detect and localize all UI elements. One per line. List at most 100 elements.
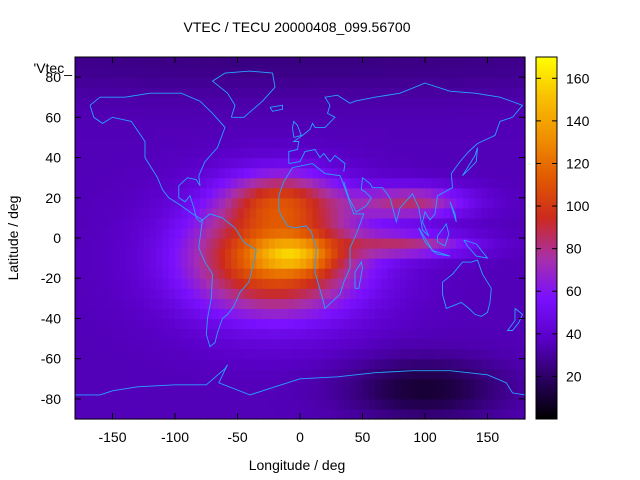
heatmap-cell [331,338,339,350]
heatmap-cell [106,408,114,420]
heatmap-cell [262,207,270,219]
heatmap-cell [437,147,445,159]
heatmap-cell [275,147,282,159]
heatmap-cell [193,278,201,289]
heatmap-cell [368,147,376,159]
heatmap-cell [243,77,251,88]
heatmap-cell [418,318,426,330]
heatmap-cell [456,318,464,330]
heatmap-cell [418,147,426,159]
heatmap-cell [431,328,439,340]
heatmap-cell [362,107,370,118]
heatmap-cell [93,308,101,320]
heatmap-cell [300,67,307,78]
heatmap-cell [512,348,520,360]
heatmap-cell [300,97,307,108]
heatmap-cell [143,318,151,330]
heatmap-cell [100,227,107,239]
heatmap-cell [350,318,357,330]
heatmap-cell [306,147,314,159]
heatmap-cell [412,217,420,229]
heatmap-cell [256,258,264,269]
heatmap-cell [181,137,189,149]
heatmap-cell [318,117,326,128]
heatmap-cell [150,388,157,400]
heatmap-cell [500,278,507,289]
heatmap-cell [493,117,501,128]
heatmap-cell [318,67,326,78]
heatmap-cell [150,57,157,68]
heatmap-cell [137,408,145,420]
heatmap-cell [143,298,151,309]
heatmap-cell [450,318,457,330]
heatmap-cell [281,207,289,219]
heatmap-cell [150,328,157,340]
heatmap-cell [506,238,514,249]
heatmap-cell [250,318,257,330]
heatmap-cell [150,217,157,229]
heatmap-cell [281,388,289,400]
heatmap-cell [300,167,307,179]
heatmap-cell [193,117,201,128]
heatmap-cell [225,157,232,169]
heatmap-cell [118,167,126,179]
heatmap-cell [337,217,345,229]
heatmap-cell [81,398,89,410]
heatmap-cell [112,248,120,259]
heatmap-cell [193,187,201,199]
heatmap-cell [181,67,189,78]
x-axis-label: Longitude / deg [249,457,346,473]
heatmap-cell [243,408,251,420]
heatmap-cell [331,268,339,279]
heatmap-cell [468,117,476,128]
heatmap-cell [193,127,201,139]
heatmap-cell [131,67,139,78]
heatmap-cell [218,388,226,400]
heatmap-cell [331,378,339,390]
heatmap-cell [431,197,439,209]
heatmap-cell [518,298,526,309]
heatmap-cell [200,77,207,88]
heatmap-cell [431,268,439,279]
heatmap-cell [287,227,295,239]
heatmap-cell [506,67,514,78]
heatmap-cell [293,217,301,229]
heatmap-cell [93,157,101,169]
heatmap-cell [375,328,382,340]
heatmap-cell [337,207,345,219]
heatmap-cell [143,117,151,128]
heatmap-cell [300,398,307,410]
heatmap-cell [137,77,145,88]
x-tick-label: 0 [296,429,304,445]
heatmap-cell [450,408,457,420]
heatmap-cell [112,258,120,269]
heatmap-cell [275,167,282,179]
heatmap-cell [156,167,164,179]
heatmap-cell [193,107,201,118]
heatmap-cell [187,368,195,380]
heatmap-cell [500,288,507,299]
heatmap-cell [100,207,107,219]
heatmap-cell [300,358,307,370]
heatmap-cell [181,57,189,68]
heatmap-cell [500,147,507,159]
heatmap-cell [275,348,282,360]
heatmap-cell [162,177,170,189]
heatmap-cell [175,268,182,279]
heatmap-cell [468,238,476,249]
heatmap-cell [156,137,164,149]
heatmap-cell [350,378,357,390]
heatmap-cell [406,137,414,149]
heatmap-cell [481,197,489,209]
heatmap-cell [443,378,451,390]
heatmap-cell [187,107,195,118]
heatmap-cell [231,57,239,68]
heatmap-cell [318,127,326,139]
heatmap-cell [462,157,470,169]
heatmap-cell [437,408,445,420]
heatmap-cell [487,378,495,390]
heatmap-cell [193,288,201,299]
heatmap-cell [462,227,470,239]
heatmap-cell [106,197,114,209]
